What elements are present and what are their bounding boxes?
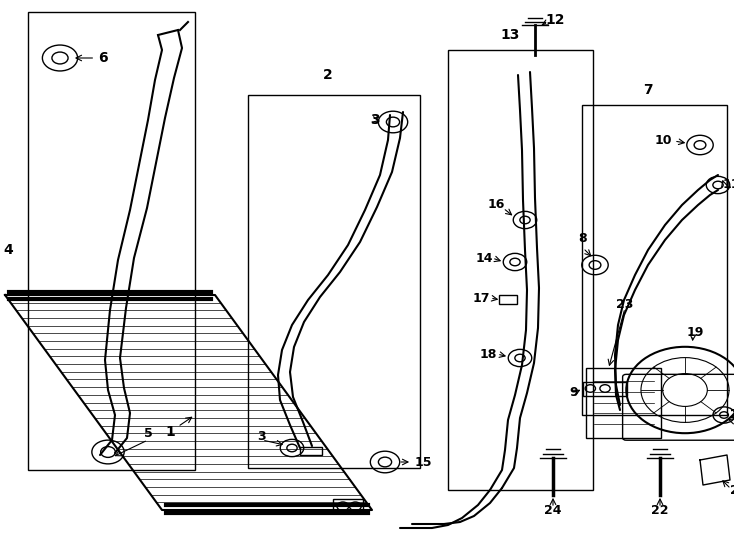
Text: 8: 8 xyxy=(578,232,587,245)
Text: 23: 23 xyxy=(617,299,633,312)
Text: 15: 15 xyxy=(415,456,432,469)
Text: 21: 21 xyxy=(730,408,734,422)
Text: 2: 2 xyxy=(323,68,333,82)
Text: 16: 16 xyxy=(487,199,505,212)
Text: 3: 3 xyxy=(258,430,266,443)
Text: 12: 12 xyxy=(545,13,564,27)
Bar xyxy=(499,295,517,305)
Bar xyxy=(300,448,322,455)
Text: 24: 24 xyxy=(544,503,562,516)
Text: 6: 6 xyxy=(76,51,108,65)
Text: 7: 7 xyxy=(643,83,653,97)
Text: 11: 11 xyxy=(723,179,734,192)
Bar xyxy=(248,95,420,468)
Text: 20: 20 xyxy=(730,483,734,496)
Text: 10: 10 xyxy=(655,133,672,146)
Text: 13: 13 xyxy=(501,28,520,42)
Bar xyxy=(333,500,363,513)
Text: 19: 19 xyxy=(686,326,704,339)
Text: 17: 17 xyxy=(473,292,490,305)
Bar xyxy=(582,105,727,415)
Bar xyxy=(448,50,593,490)
Text: 4: 4 xyxy=(3,243,13,257)
Text: 3: 3 xyxy=(371,113,380,127)
Text: 22: 22 xyxy=(651,503,669,516)
Text: 18: 18 xyxy=(479,348,497,361)
Text: 1: 1 xyxy=(165,417,192,439)
Text: 9: 9 xyxy=(570,386,578,399)
Text: 14: 14 xyxy=(476,252,493,265)
Text: 5: 5 xyxy=(144,427,153,440)
Bar xyxy=(28,12,195,470)
